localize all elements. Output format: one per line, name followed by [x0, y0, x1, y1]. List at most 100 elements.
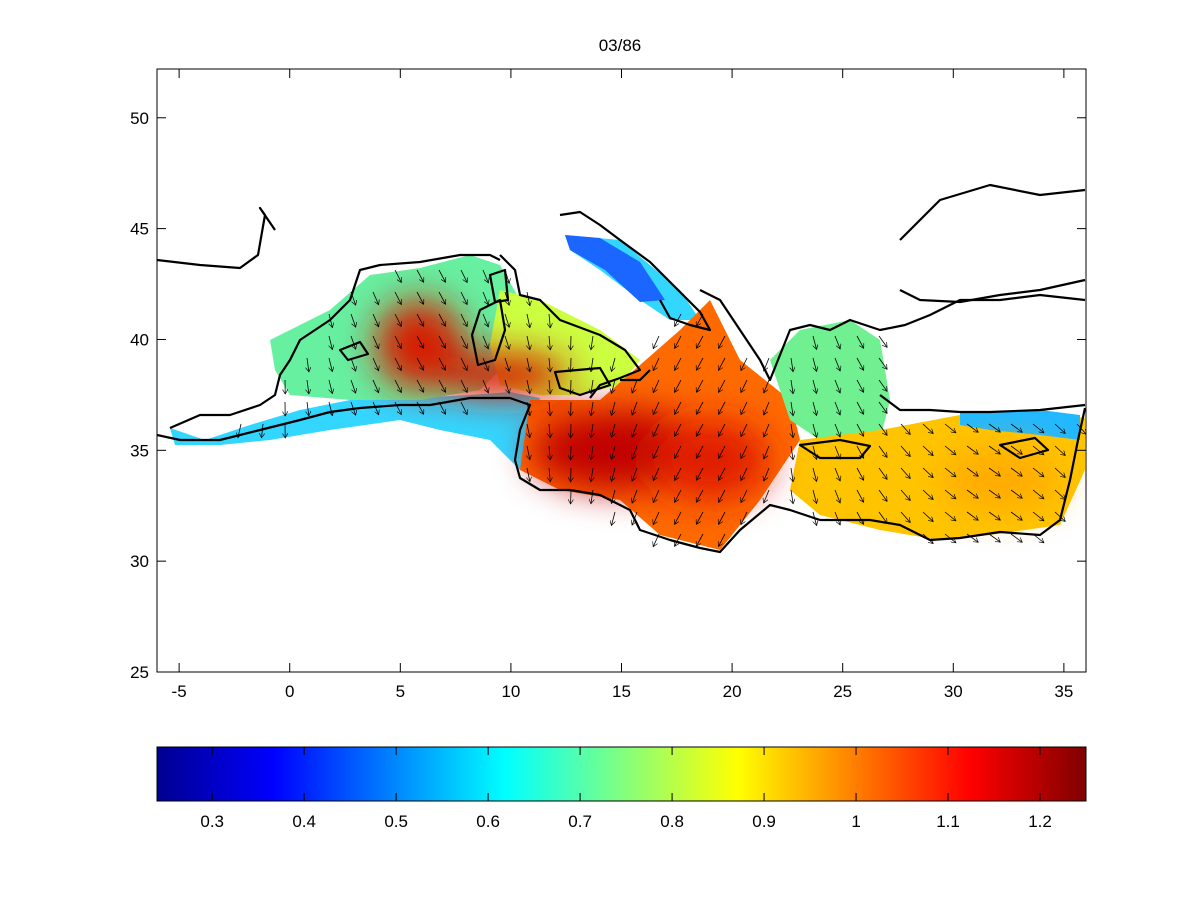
- wind-arrow: [900, 423, 910, 435]
- wind-arrow: [504, 379, 509, 393]
- wind-arrow: [944, 467, 956, 477]
- wind-arrow: [675, 511, 682, 524]
- wind-arrow: [812, 423, 817, 438]
- wind-arrow: [632, 379, 638, 393]
- wind-arrow: [416, 291, 424, 304]
- wind-arrow: [900, 511, 910, 523]
- wind-arrow: [812, 335, 817, 350]
- wind-arrow: [438, 269, 446, 282]
- wind-arrow: [1032, 445, 1044, 455]
- wind-arrow: [741, 445, 748, 459]
- wind-arrow: [812, 357, 817, 372]
- colorbar-tick-label: 0.9: [752, 812, 776, 831]
- wind-arrow: [812, 467, 817, 482]
- wind-arrow: [856, 357, 864, 370]
- wind-arrow: [460, 269, 467, 283]
- wind-arrow: [329, 357, 332, 372]
- wind-arrow: [549, 423, 550, 438]
- wind-arrow: [988, 467, 1000, 476]
- wind-arrow: [966, 423, 978, 432]
- wind-arrow: [653, 489, 660, 503]
- wind-arrow: [350, 335, 356, 349]
- wind-arrow: [307, 357, 309, 372]
- wind-arrow: [1032, 467, 1044, 477]
- wind-arrow: [1010, 533, 1022, 542]
- wind-arrow: [460, 379, 467, 393]
- wind-arrow: [1054, 423, 1065, 434]
- wind-arrow: [1010, 467, 1022, 476]
- colorbar-tick-label: 1: [851, 812, 860, 831]
- wind-arrow: [878, 379, 887, 391]
- wind-arrow: [718, 335, 726, 348]
- colorbar-axis: 0.3 0.4 0.5 0.6 0.7 0.8 0.9 1 1.1 1.2: [200, 747, 1052, 831]
- wind-arrow: [438, 291, 446, 304]
- wind-arrow: [329, 379, 332, 394]
- wind-arrow: [834, 467, 840, 481]
- wind-arrow: [653, 445, 660, 459]
- wind-arrow: [834, 445, 840, 459]
- wind-arrow: [611, 423, 616, 438]
- wind-arrow: [611, 467, 616, 482]
- x-axis: -5 0 5 10 15 20 25 30 35: [172, 69, 1073, 701]
- colorbar-tick-label: 0.7: [568, 812, 592, 831]
- wind-arrow: [764, 467, 770, 481]
- wind-arrow: [460, 313, 467, 327]
- wind-arrow: [741, 511, 748, 525]
- coast-balkans: [699, 289, 1086, 382]
- wind-arrow: [350, 357, 356, 371]
- wind-arrow: [791, 423, 793, 438]
- wind-arrow: [764, 401, 770, 415]
- wind-arrow: [307, 401, 309, 416]
- wind-arrow: [718, 467, 726, 480]
- wind-arrow: [791, 379, 793, 394]
- wind-arrow: [416, 379, 424, 392]
- y-tick-label: 35: [130, 441, 149, 460]
- wind-arrow: [718, 445, 726, 458]
- x-tick-label: 15: [612, 682, 631, 701]
- wind-arrow: [988, 533, 1000, 542]
- wind-arrow: [416, 269, 424, 282]
- y-tick-label: 40: [130, 330, 149, 349]
- colorbar-tick-label: 0.8: [660, 812, 684, 831]
- wind-arrow: [764, 423, 770, 437]
- wind-arrow: [812, 379, 817, 394]
- wind-arrow: [812, 401, 817, 416]
- wind-arrow: [372, 401, 379, 415]
- wind-arrow: [856, 489, 864, 502]
- wind-arrow: [611, 379, 616, 394]
- wind-arrow: [878, 467, 887, 479]
- wind-arrow: [988, 489, 1000, 498]
- wind-arrow: [482, 291, 488, 305]
- wind-arrow: [856, 401, 864, 414]
- wind-arrow: [329, 335, 332, 350]
- colorbar: [156, 746, 1087, 802]
- x-tick-label: 10: [501, 682, 520, 701]
- wind-arrow: [527, 379, 530, 394]
- wind-arrow: [900, 467, 910, 479]
- coast-corsica: [488, 268, 510, 304]
- wind-arrow: [791, 445, 793, 460]
- wind-arrow: [944, 423, 956, 433]
- wind-arrow: [718, 533, 726, 546]
- wind-arrow: [527, 423, 530, 438]
- x-tick-label: -5: [172, 682, 187, 701]
- coast-anatolia: [879, 394, 1086, 414]
- wind-arrow: [966, 445, 978, 454]
- wind-arrow: [482, 357, 488, 371]
- wind-arrow: [878, 335, 887, 347]
- wind-arrow: [394, 401, 401, 415]
- wind-arrow: [527, 467, 530, 482]
- wind-arrow: [394, 313, 401, 327]
- wind-arrow: [438, 379, 446, 392]
- wind-arrow: [675, 379, 682, 392]
- wind-arrow: [416, 335, 424, 348]
- wind-arrow: [416, 313, 424, 326]
- wind-arrow: [632, 467, 638, 481]
- wind-arrow: [632, 445, 638, 459]
- wind-arrow: [611, 357, 616, 372]
- wind-arrow: [922, 467, 933, 478]
- wind-arrow: [878, 357, 887, 369]
- colorbar-tick-label: 0.6: [476, 812, 500, 831]
- y-tick-label: 50: [130, 109, 149, 128]
- wind-arrow: [741, 379, 748, 393]
